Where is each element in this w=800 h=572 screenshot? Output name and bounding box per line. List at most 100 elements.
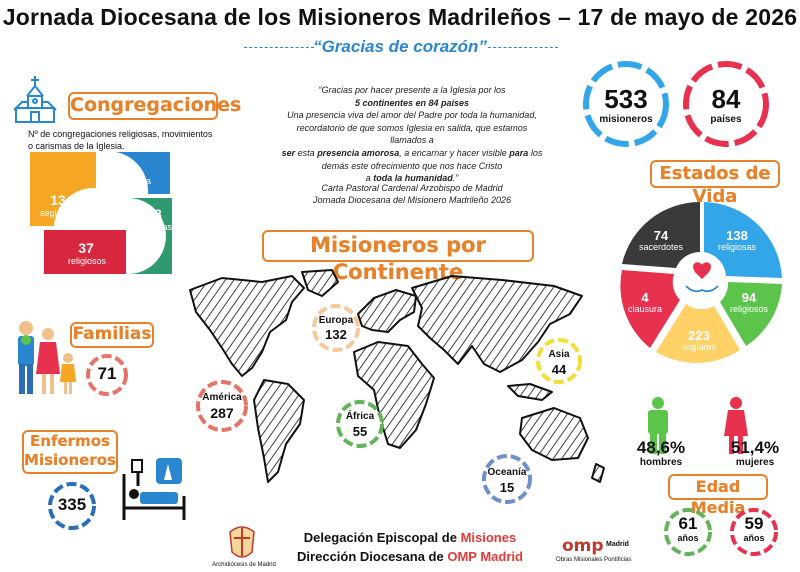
congregaciones-segment-clausura (100, 152, 170, 194)
congregaciones-religiosos-value: 37 (78, 240, 94, 256)
page-title: Jornada Diocesana de los Misioneros Madr… (2, 4, 798, 30)
hombres-pct: 48,6% (636, 438, 686, 457)
congregaciones-religiosas-label: religiosas (133, 222, 173, 232)
footer-omp: OMP Madrid (447, 549, 523, 564)
estados-religiosas-label: religiosas (717, 242, 757, 252)
quote-a: a (365, 173, 374, 184)
subtitle-divider-left (244, 47, 314, 48)
edad-hombres-unit: años (677, 533, 699, 543)
male-icon (648, 397, 668, 454)
omp-logo: omp (562, 536, 604, 556)
enfermos-title: Enfermos Misioneros (22, 430, 118, 474)
quote-los: los (528, 147, 543, 158)
congregaciones-desc-2: o carismas de la Iglesia. (28, 141, 125, 151)
estados-religiosos-label: religiosos (729, 304, 769, 314)
misioneros-value: 533 (604, 84, 648, 114)
edad-hombres-ring (664, 508, 712, 556)
congregaciones-chart (30, 152, 172, 274)
quote-ser: ser (281, 147, 296, 158)
quote-line-4: recordatorio de que somos Iglesia en sal… (296, 122, 528, 146)
quote-source-1: Carta Pastoral Cardenal Arzobispo de Mad… (321, 183, 503, 193)
hombres-label: hombres (639, 457, 683, 468)
greenland-shape (301, 269, 339, 297)
europa-ring (312, 304, 360, 352)
enfermos-ring (48, 482, 96, 530)
congregaciones-clausura-value: 4 (120, 160, 128, 175)
pastoral-quote: “Gracias por hacer presente a la Iglesia… (278, 84, 546, 185)
congregaciones-religiosos-label: religiosos (67, 256, 107, 266)
quote-para: para (509, 147, 529, 158)
asia-value: 44 (551, 362, 567, 377)
world-map (189, 269, 605, 483)
footer-misiones: Misiones (460, 530, 517, 545)
estados-segment-religiosas (704, 202, 782, 278)
footer-direccion-text: Dirección Diocesana de (297, 549, 448, 564)
estados-clausura-label: clausura (627, 304, 663, 314)
enfermos-value: 335 (57, 495, 87, 514)
europa-value: 132 (325, 327, 347, 342)
africa-value: 55 (352, 424, 368, 439)
familias-value: 71 (97, 364, 117, 383)
congregaciones-segment-seglares (30, 152, 96, 226)
congregaciones-seglares-label: seglares (39, 208, 75, 218)
congregaciones-segment-religiosas (128, 198, 172, 274)
estados-sacerdotes-value: 74 (653, 228, 669, 243)
estados-religiosos-value: 94 (741, 290, 757, 305)
misioneros-label: misioneros (599, 114, 653, 125)
congregaciones-desc-1: Nº de congregaciones religiosas, movimie… (28, 129, 213, 139)
footer-direccion: Dirección Diocesana de OMP Madrid (290, 547, 530, 566)
indonesia-shape (507, 383, 553, 401)
asia-shape (411, 275, 583, 373)
estados-segment-religiosos (720, 282, 782, 346)
continentes-title: Misioneros por Continente (262, 230, 534, 284)
estados-religiosas-value: 138 (726, 228, 748, 243)
mujeres-label: mujeres (735, 457, 775, 468)
asia-ring (536, 338, 582, 384)
asia-name: Asia (548, 349, 570, 360)
enfermos-title-2: Misioneros (24, 451, 116, 469)
estados-chart (620, 201, 782, 363)
edad-title: Edad Media (668, 474, 768, 517)
archdiocese-coat-of-arms-icon (229, 526, 255, 558)
estados-segment-sacerdotes (622, 201, 700, 268)
congregaciones-seglares-value: 13 (50, 192, 66, 208)
oceania-name: Oceanía (487, 467, 527, 478)
mujeres-pct: 51,4% (730, 438, 780, 457)
subtitle-divider-right (488, 47, 558, 48)
enfermos-title-1: Enfermos (30, 432, 110, 450)
quote-line-2: 5 continentes en 84 países (354, 97, 470, 108)
north-america-shape (189, 275, 305, 377)
edad-hombres-value: 61 (678, 514, 698, 533)
quote-esta: esta (295, 147, 318, 158)
australia-shape (519, 407, 589, 461)
oceania-ring (482, 454, 532, 504)
africa-ring (336, 400, 384, 448)
edad-mujeres-ring (730, 508, 778, 556)
quote-close: .” (452, 173, 459, 184)
footer-delegacion: Delegación Episcopal de Misiones (290, 528, 530, 547)
familias-title: Familias (70, 322, 154, 348)
church-icon (13, 76, 57, 123)
quote-line-6: demás este ofrecimiento que nos hace Cri… (321, 160, 503, 171)
congregaciones-religiosas-value: 58 (146, 206, 162, 222)
estados-segment-seglares (656, 304, 740, 363)
africa-name: África (345, 411, 375, 422)
america-ring (196, 380, 248, 432)
quote-humanidad: toda la humanidad (373, 173, 453, 184)
estados-seglares-label: seglares (681, 342, 717, 352)
congregaciones-clausura-label: clausura (116, 176, 152, 186)
oceania-value: 15 (499, 480, 515, 495)
europa-name: Europa (318, 315, 354, 326)
page-subtitle: “Gracias de corazón” (313, 37, 487, 56)
africa-shape (353, 341, 435, 449)
quote-presencia: presencia amorosa (317, 147, 400, 158)
quote-line-1: “Gracias por hacer presente a la Iglesia… (318, 85, 506, 95)
quote-line-3: Una presencia viva del amor del Padre po… (287, 110, 537, 121)
quote-encarnar: , a encarnar y hacer visible (399, 147, 510, 158)
familias-ring (86, 354, 128, 396)
south-america-shape (253, 379, 305, 483)
estados-clausura-value: 4 (641, 290, 649, 305)
america-value: 287 (210, 405, 234, 421)
footer-delegacion-text: Delegación Episcopal de (303, 530, 461, 545)
caring-hands-icon (685, 262, 719, 293)
